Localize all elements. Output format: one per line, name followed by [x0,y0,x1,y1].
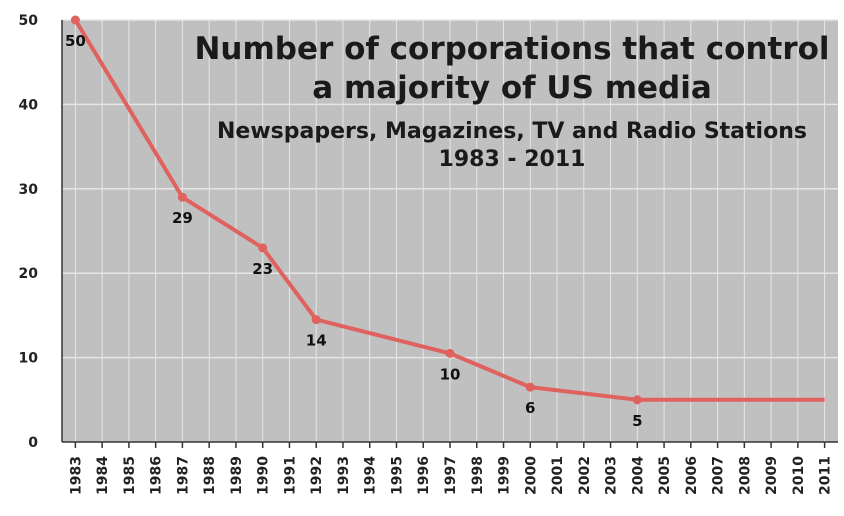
x-tick-label: 2010 [791,456,807,495]
data-label: 10 [440,365,461,383]
y-tick-label: 30 [19,182,39,198]
x-tick-label: 1998 [470,456,486,495]
data-label: 29 [172,209,193,227]
chart-subtitle-line2: 1983 - 2011 [439,147,586,172]
x-tick-label: 2009 [764,456,780,495]
x-tick-label: 2004 [630,456,646,495]
x-tick-label: 2005 [657,456,673,495]
chart-subtitle: Newspapers, Magazines, TV and Radio Stat… [217,119,807,144]
y-tick-label: 0 [28,435,38,451]
data-labels: 50 29 23 14 10 6 5 [65,32,643,430]
x-tick-label: 2001 [550,456,566,495]
x-tick-label: 1993 [336,456,352,495]
data-point [258,243,268,253]
x-tick-label: 2006 [684,456,700,495]
x-tick-label: 1984 [95,456,111,495]
series-polyline [73,18,825,402]
chart-title: Number of corporations that control [194,31,829,67]
x-tick-label: 1990 [256,456,272,495]
chart-title-line2: a majority of US media [312,70,712,106]
data-label: 23 [252,260,273,278]
data-label: 14 [306,332,327,350]
data-point [70,15,80,25]
x-tick-label: 2007 [711,456,727,495]
x-tick-label: 1983 [68,456,84,495]
y-tick-label: 20 [19,266,39,282]
data-point [177,192,187,202]
grid-lines [62,19,838,442]
x-tick-label: 2008 [737,456,753,495]
x-tick-label: 1995 [389,456,405,495]
x-tick-label: 1986 [149,456,165,495]
data-point [525,382,535,392]
x-tick-label: 1997 [443,456,459,495]
series-line [70,15,825,405]
axes: 0 10 20 30 40 50 1983 1984 1985 1986 1987 1988 1989 1… [19,13,838,495]
x-tick-label: 2011 [818,456,834,495]
x-tick-label: 2000 [523,456,539,495]
x-tick-label: 2003 [604,456,620,495]
data-label: 50 [65,32,86,50]
data-label: 5 [632,412,642,430]
data-label: 6 [525,399,535,417]
x-tick-label: 1991 [282,456,298,495]
x-tick-label: 1989 [229,456,245,495]
x-tick-label: 1992 [309,456,325,495]
data-point [311,315,321,325]
x-tick-label: 1996 [416,456,432,495]
x-tick-label: 1987 [175,456,191,495]
y-tick-label: 50 [19,13,39,29]
x-tick-label: 1985 [122,456,138,495]
x-tick-label: 1994 [363,456,379,495]
x-tick-label: 1999 [497,456,513,495]
x-tick-label: 2002 [577,456,593,495]
data-point [632,395,642,405]
y-tick-label: 40 [19,97,39,113]
data-point [445,348,455,358]
y-tick-label: 10 [19,351,39,367]
x-tick-label: 1988 [202,456,218,495]
